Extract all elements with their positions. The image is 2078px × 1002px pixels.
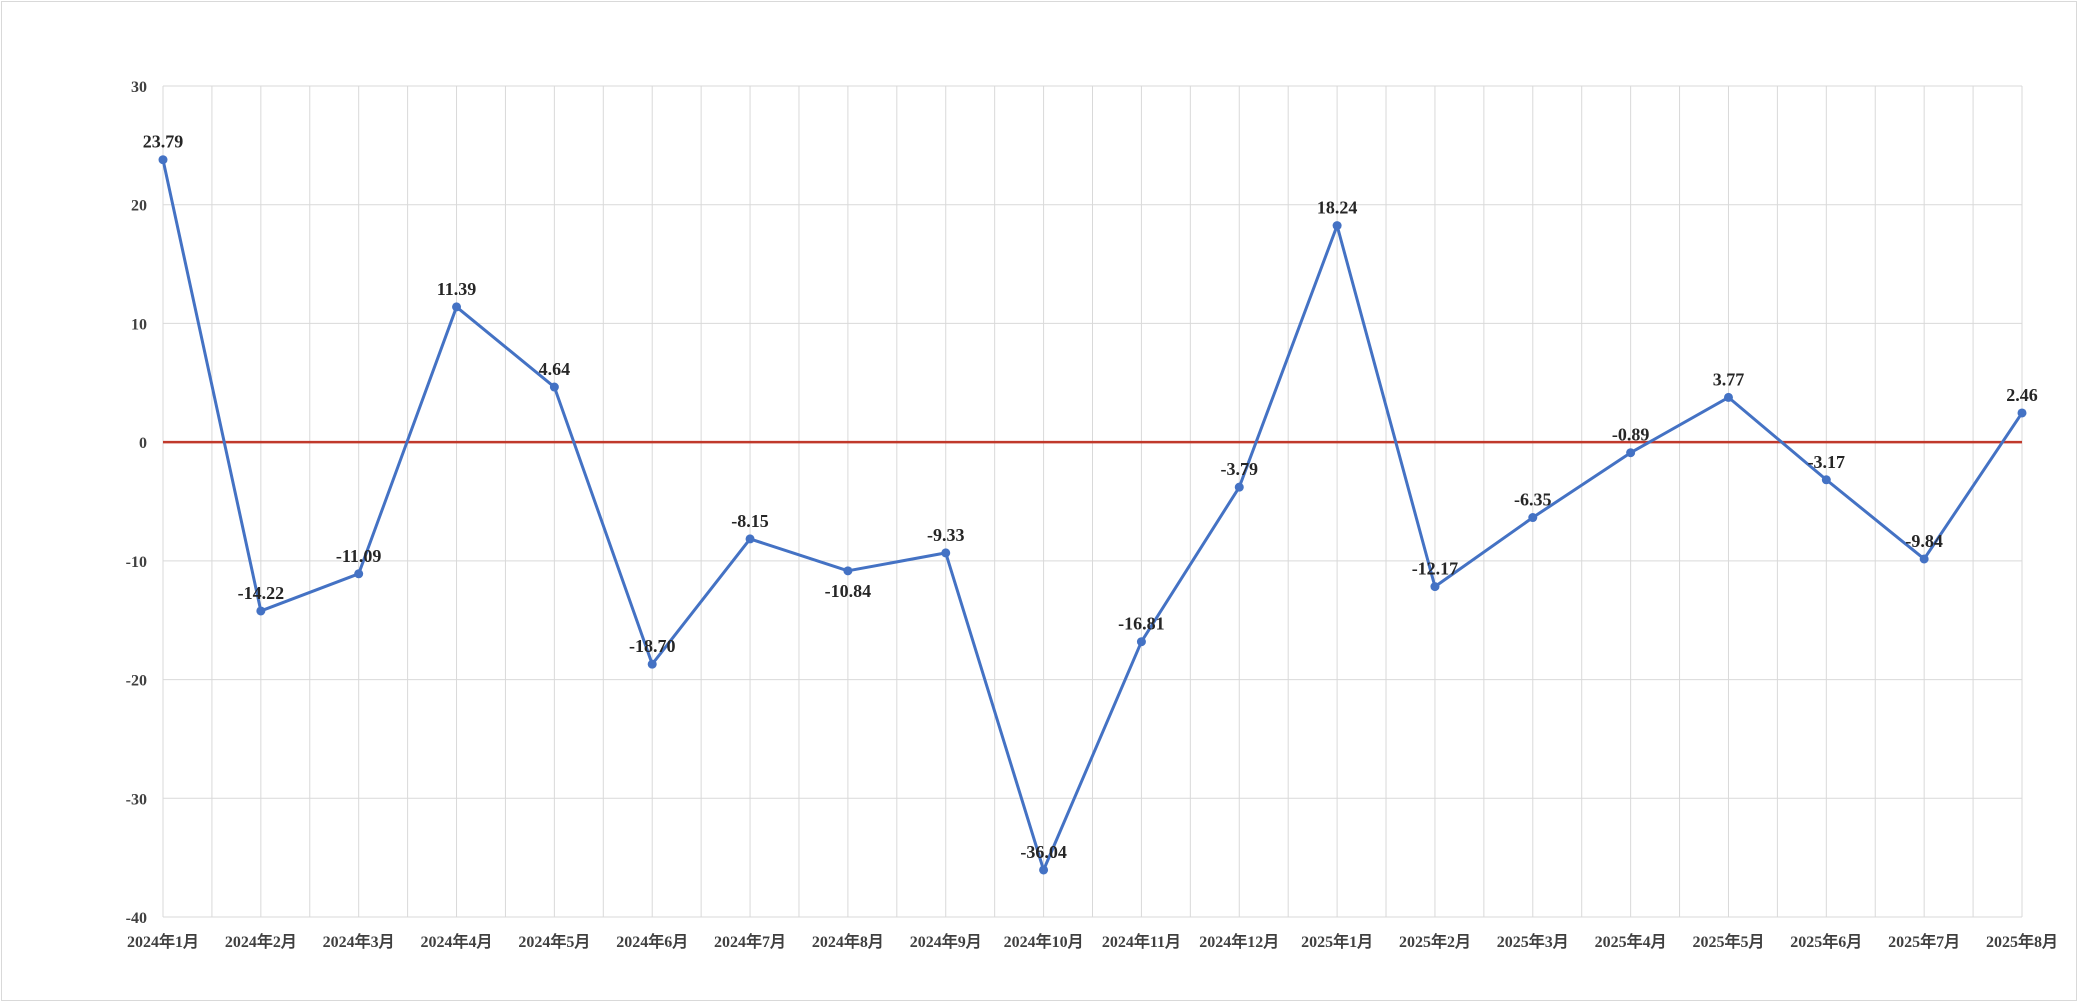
x-tick-label: 2024年5月 bbox=[518, 932, 590, 951]
x-tick-label: 2024年11月 bbox=[1102, 932, 1181, 951]
data-point bbox=[647, 659, 657, 669]
y-tick-label: 0 bbox=[139, 435, 147, 452]
data-label: -12.17 bbox=[1412, 559, 1459, 579]
x-axis-ticks: 2024年1月 2024年2月 2024年3月 2024年4月 2024年5月 2024年… bbox=[127, 932, 2058, 951]
x-tick-label: 2024年9月 bbox=[910, 932, 982, 951]
x-tick-label: 2024年3月 bbox=[323, 932, 395, 951]
data-point bbox=[2017, 408, 2027, 418]
data-label: -10.84 bbox=[825, 581, 872, 601]
data-point bbox=[158, 155, 168, 165]
x-tick-label: 2024年10月 bbox=[1004, 932, 1084, 951]
x-tick-label: 2024年1月 bbox=[127, 932, 199, 951]
data-point bbox=[843, 566, 853, 576]
data-label: -9.84 bbox=[1905, 531, 1943, 551]
data-point bbox=[941, 548, 951, 558]
data-label: -0.89 bbox=[1612, 425, 1650, 445]
x-tick-label: 2025年2月 bbox=[1399, 932, 1471, 951]
data-label: -9.33 bbox=[927, 525, 965, 545]
x-tick-label: 2024年8月 bbox=[812, 932, 884, 951]
x-tick-label: 2025年7月 bbox=[1888, 932, 1960, 951]
data-point bbox=[1919, 554, 1929, 564]
x-tick-label: 2024年2月 bbox=[225, 932, 297, 951]
data-label: 2.46 bbox=[2006, 385, 2038, 405]
y-axis-ticks: 30 20 10 0 -10 -20 -30 -40 bbox=[126, 79, 147, 927]
data-point bbox=[256, 606, 266, 616]
data-point bbox=[1821, 475, 1831, 485]
y-tick-label: -10 bbox=[126, 554, 147, 571]
data-label: -18.70 bbox=[629, 636, 676, 656]
x-tick-label: 2025年1月 bbox=[1301, 932, 1373, 951]
data-point bbox=[1039, 865, 1049, 875]
gridlines bbox=[162, 85, 2023, 918]
series-line bbox=[161, 159, 2024, 872]
data-point bbox=[1136, 637, 1146, 647]
x-tick-label: 2024年4月 bbox=[421, 932, 493, 951]
data-label: -14.22 bbox=[238, 583, 285, 603]
y-tick-label: -30 bbox=[126, 791, 147, 808]
data-point bbox=[1332, 221, 1342, 231]
x-tick-label: 2024年7月 bbox=[714, 932, 786, 951]
data-label: -36.04 bbox=[1020, 842, 1067, 862]
x-tick-label: 2025年4月 bbox=[1595, 932, 1667, 951]
data-label: -3.79 bbox=[1221, 459, 1259, 479]
data-point bbox=[1626, 448, 1636, 458]
data-label: 3.77 bbox=[1713, 369, 1745, 389]
y-tick-label: 20 bbox=[131, 198, 147, 215]
data-point bbox=[1723, 392, 1733, 402]
data-point bbox=[1528, 513, 1538, 523]
data-point bbox=[1430, 582, 1440, 592]
y-tick-label: 10 bbox=[131, 316, 147, 333]
data-label: -8.15 bbox=[731, 511, 769, 531]
data-point bbox=[452, 302, 462, 312]
y-tick-label: -20 bbox=[126, 673, 147, 690]
data-point bbox=[354, 569, 364, 579]
data-label: 23.79 bbox=[143, 132, 184, 152]
y-tick-label: 30 bbox=[131, 79, 147, 96]
x-tick-label: 2024年12月 bbox=[1199, 932, 1279, 951]
data-label: 11.39 bbox=[437, 279, 477, 299]
data-label: 4.64 bbox=[539, 359, 571, 379]
data-label: -6.35 bbox=[1514, 490, 1552, 510]
data-label: -11.09 bbox=[336, 546, 382, 566]
data-point bbox=[1234, 482, 1244, 492]
data-labels: 23.79 -14.22 -11.09 11.39 4.64 -18.70 -8.15 -10… bbox=[143, 132, 2038, 862]
data-label: 18.24 bbox=[1317, 198, 1358, 218]
series-group bbox=[158, 155, 2027, 875]
y-tick-label: -40 bbox=[126, 910, 147, 927]
data-point bbox=[549, 382, 559, 392]
data-point bbox=[745, 534, 755, 544]
x-tick-label: 2024年6月 bbox=[616, 932, 688, 951]
data-label: -3.17 bbox=[1808, 452, 1846, 472]
x-tick-label: 2025年8月 bbox=[1986, 932, 2058, 951]
data-label: -16.81 bbox=[1118, 614, 1165, 634]
x-tick-label: 2025年3月 bbox=[1497, 932, 1569, 951]
x-tick-label: 2025年6月 bbox=[1790, 932, 1862, 951]
x-tick-label: 2025年5月 bbox=[1692, 932, 1764, 951]
